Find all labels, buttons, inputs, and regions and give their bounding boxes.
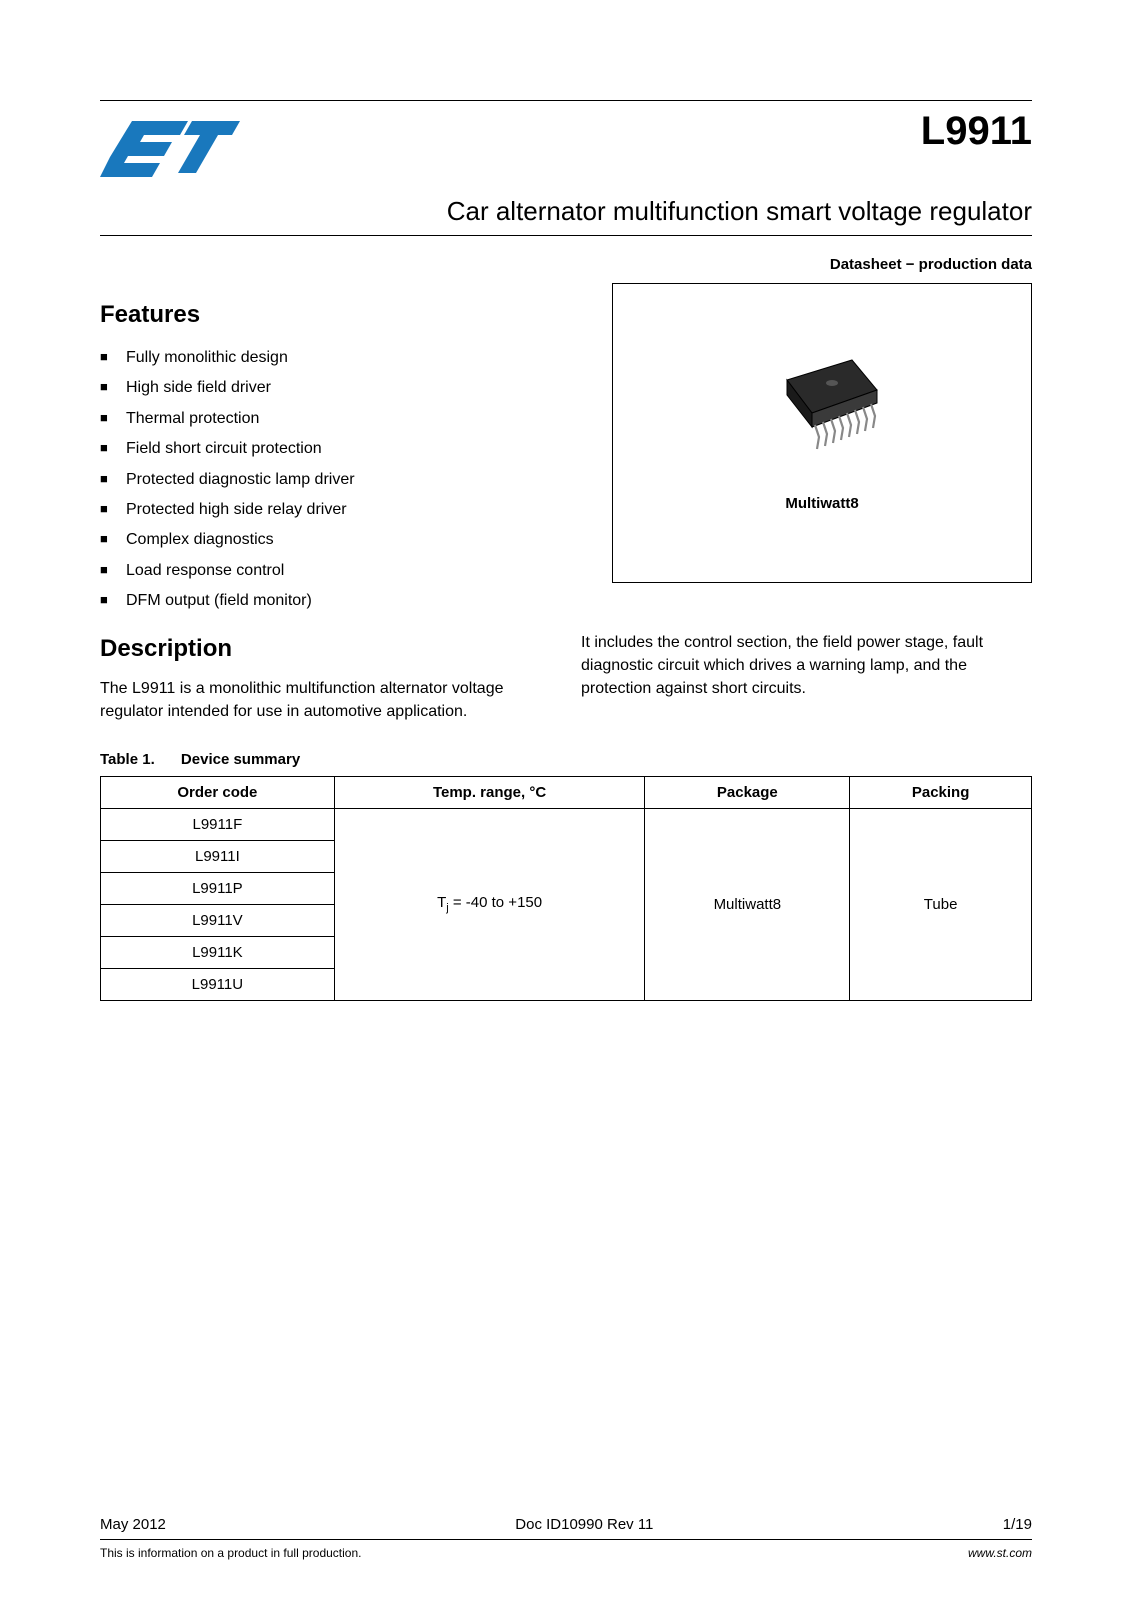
document-header: L9911 [100, 109, 1032, 184]
st-logo [100, 109, 240, 184]
footer-docid: Doc ID10990 Rev 11 [515, 1516, 653, 1533]
package-figure: Multiwatt8 [612, 283, 1032, 583]
order-code-cell: L9911F [101, 808, 335, 840]
order-code-cell: L9911K [101, 936, 335, 968]
footer-date: May 2012 [100, 1516, 166, 1533]
footer-page: 1/19 [1003, 1516, 1032, 1533]
features-list: Fully monolithic design High side field … [100, 343, 582, 617]
table-caption: Table 1. Device summary [100, 751, 1032, 768]
description-heading: Description [100, 635, 551, 663]
feature-item: Complex diagnostics [100, 525, 582, 555]
feature-item: Protected high side relay driver [100, 495, 582, 525]
table-header: Temp. range, °C [334, 776, 645, 808]
feature-item: Fully monolithic design [100, 343, 582, 373]
table-row: L9911F Tj = -40 to +150 Multiwatt8 Tube [101, 808, 1032, 840]
order-code-cell: L9911U [101, 968, 335, 1000]
footer-note: This is information on a product in full… [100, 1546, 361, 1560]
order-code-cell: L9911P [101, 872, 335, 904]
table-number: Table 1. [100, 751, 155, 768]
feature-item: Protected diagnostic lamp driver [100, 465, 582, 495]
document-subtitle: Car alternator multifunction smart volta… [100, 196, 1032, 227]
order-code-cell: L9911V [101, 904, 335, 936]
description-text-right: It includes the control section, the fie… [581, 631, 1032, 701]
table-header: Package [645, 776, 850, 808]
feature-item: DFM output (field monitor) [100, 586, 582, 616]
table-header: Order code [101, 776, 335, 808]
table-title: Device summary [181, 751, 300, 768]
part-number: L9911 [921, 109, 1032, 154]
feature-item: Field short circuit protection [100, 434, 582, 464]
temp-range-cell: Tj = -40 to +150 [334, 808, 645, 1000]
footer-link: www.st.com [968, 1546, 1032, 1560]
datasheet-meta: Datasheet − production data [100, 256, 1032, 273]
order-code-cell: L9911I [101, 840, 335, 872]
table-header: Packing [850, 776, 1032, 808]
package-cell: Multiwatt8 [645, 808, 850, 1000]
packing-cell: Tube [850, 808, 1032, 1000]
page-footer: May 2012 Doc ID10990 Rev 11 1/19 This is… [100, 1516, 1032, 1560]
feature-item: High side field driver [100, 373, 582, 403]
device-summary-table: Order code Temp. range, °C Package Packi… [100, 776, 1032, 1001]
package-label: Multiwatt8 [785, 495, 858, 512]
feature-item: Load response control [100, 556, 582, 586]
feature-item: Thermal protection [100, 404, 582, 434]
features-heading: Features [100, 301, 582, 329]
description-text-left: The L9911 is a monolithic multifunction … [100, 677, 551, 723]
chip-icon [737, 355, 907, 485]
